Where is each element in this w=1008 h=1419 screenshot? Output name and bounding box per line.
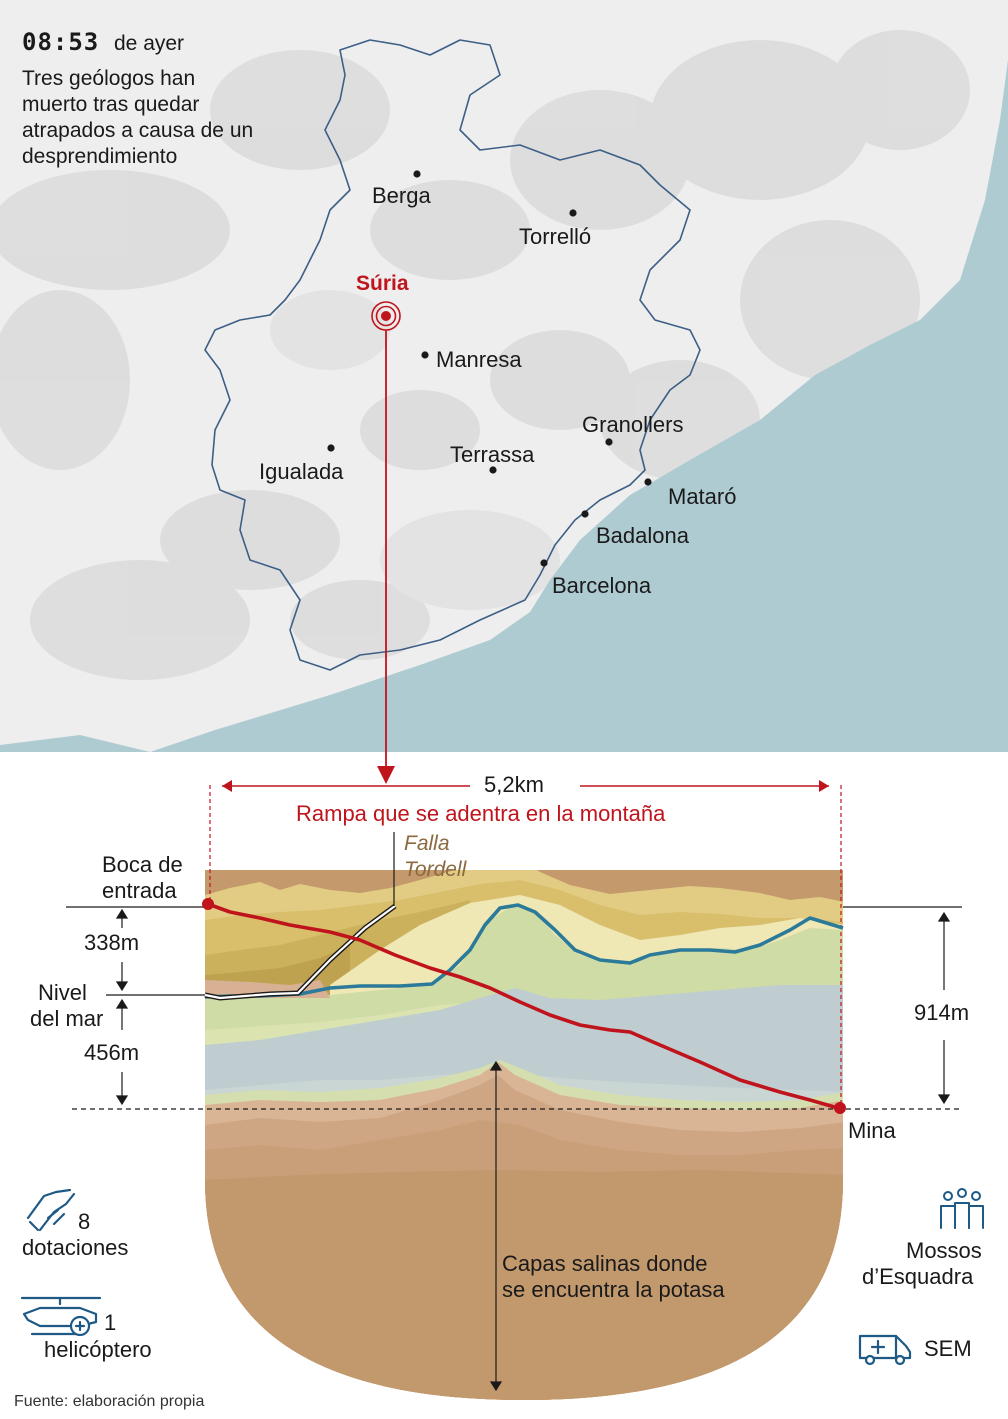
firefighters-label: dotaciones bbox=[22, 1235, 129, 1260]
source-note: Fuente: elaboración propia bbox=[14, 1393, 205, 1410]
sea bbox=[150, 0, 1008, 752]
suria-label: Súria bbox=[356, 272, 409, 295]
helicopter-icon bbox=[20, 1296, 102, 1337]
salt-measure bbox=[489, 1060, 503, 1392]
terrain-lowland bbox=[270, 290, 560, 610]
city-dots bbox=[327, 170, 652, 567]
ambulance-icon bbox=[858, 1334, 912, 1366]
entrance-label-line2: entrada bbox=[102, 878, 177, 903]
city-label-torrello: Torrelló bbox=[519, 224, 592, 249]
city-label-granollers: Granollers bbox=[582, 412, 684, 437]
blue-stratum-line bbox=[204, 903, 844, 999]
left-measure bbox=[115, 908, 129, 1106]
coast-left bbox=[0, 735, 150, 752]
city-label-manresa: Manresa bbox=[436, 347, 522, 372]
city-label-barcelona: Barcelona bbox=[552, 573, 652, 598]
suria-marker bbox=[371, 301, 401, 331]
depth-above-label: 338m bbox=[84, 930, 140, 955]
city-label-terrassa: Terrassa bbox=[450, 442, 535, 467]
helicopter-count: 1 bbox=[104, 1310, 117, 1335]
people-icon bbox=[940, 1188, 984, 1229]
geology-section bbox=[205, 870, 843, 1400]
distance-label-bg bbox=[470, 774, 580, 800]
ramp-label: Rampa que se adentra en la montaña bbox=[296, 801, 666, 826]
city-label-badalona: Badalona bbox=[596, 523, 689, 548]
salt-layer-label-line2: se encuentra la potasa bbox=[502, 1277, 725, 1302]
time-display: 08:53 bbox=[22, 28, 100, 56]
distance-arrow-left bbox=[222, 780, 232, 792]
helicopter-label: helicóptero bbox=[44, 1337, 152, 1362]
map bbox=[0, 0, 1008, 784]
ramp-line bbox=[207, 902, 839, 1110]
ambulance-label: SEM bbox=[924, 1336, 972, 1361]
depth-total-label: 914m bbox=[914, 1000, 970, 1025]
right-measure bbox=[937, 911, 951, 1105]
entrance-dot bbox=[202, 898, 214, 910]
city-label-berga: Berga bbox=[372, 183, 431, 208]
sea-level-label-line2: del mar bbox=[30, 1006, 104, 1031]
police-label-line1: Mossos bbox=[906, 1238, 982, 1263]
mine-dot bbox=[834, 1102, 846, 1114]
fault-line bbox=[204, 832, 397, 1001]
salt-layer-label-line1: Capas salinas donde bbox=[502, 1251, 708, 1276]
province-boundary bbox=[204, 39, 701, 671]
firefighters-count: 8 bbox=[78, 1209, 91, 1234]
handshake-icon bbox=[26, 1188, 76, 1232]
city-label-mataro: Mataró bbox=[668, 484, 737, 509]
city-label-igualada: Igualada bbox=[259, 459, 344, 484]
time-suffix: de ayer bbox=[114, 32, 185, 55]
police-label-line2: d’Esquadra bbox=[862, 1264, 974, 1289]
depth-below-label: 456m bbox=[84, 1040, 140, 1065]
fault-label-line1: Falla bbox=[404, 832, 450, 855]
sea-level-label-line1: Nivel bbox=[38, 980, 87, 1005]
entrance-label-line1: Boca de bbox=[102, 852, 183, 877]
mine-label: Mina bbox=[848, 1118, 896, 1143]
fault-label-line2: Tordell bbox=[404, 858, 467, 881]
distance-arrow-right bbox=[819, 780, 829, 792]
suria-arrowhead bbox=[377, 766, 395, 784]
distance-label: 5,2km bbox=[484, 772, 544, 797]
headline: Tres geólogos han muerto tras quedar atr… bbox=[22, 67, 254, 168]
